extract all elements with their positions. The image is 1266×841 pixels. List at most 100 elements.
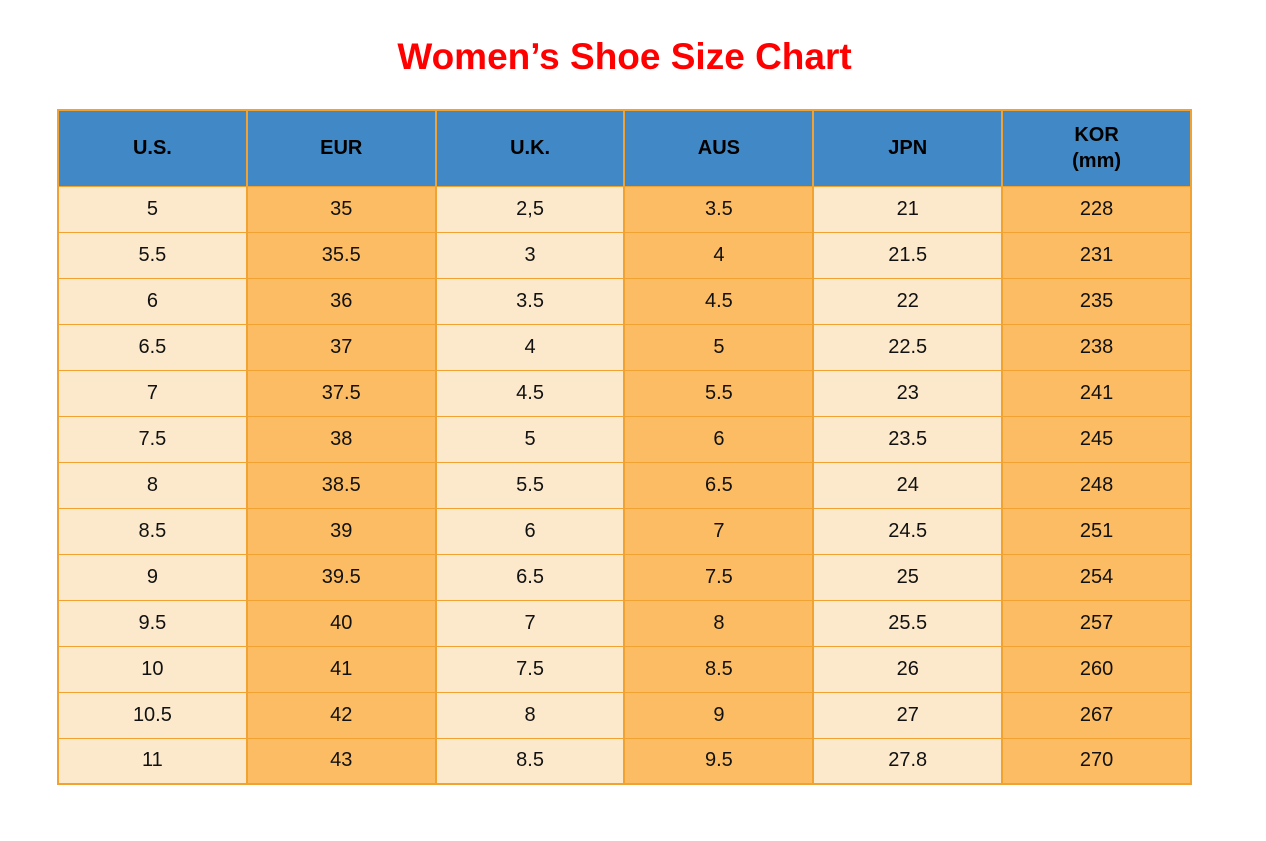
cell-us: 8.5 — [57, 507, 248, 555]
cell-us: 10.5 — [57, 691, 248, 739]
cell-uk: 5.5 — [434, 461, 626, 509]
cell-uk: 8.5 — [434, 737, 626, 785]
cell-us: 11 — [57, 737, 248, 785]
column-header-aus: AUS — [623, 109, 815, 187]
cell-eur: 42 — [245, 691, 437, 739]
cell-aus: 6 — [623, 415, 815, 463]
cell-kor: 260 — [1001, 645, 1192, 693]
cell-uk: 3.5 — [434, 277, 626, 325]
column-header-kor-unit: (mm) — [1072, 150, 1122, 173]
cell-kor: 251 — [1001, 507, 1192, 555]
cell-jpn: 23 — [812, 369, 1004, 417]
cell-aus: 4.5 — [623, 277, 815, 325]
cell-eur: 38.5 — [245, 461, 437, 509]
cell-eur: 37.5 — [245, 369, 437, 417]
cell-uk: 4 — [434, 323, 626, 371]
cell-jpn: 27.8 — [812, 737, 1004, 785]
cell-aus: 7.5 — [623, 553, 815, 601]
cell-jpn: 26 — [812, 645, 1004, 693]
cell-kor: 241 — [1001, 369, 1192, 417]
header-row: U.S. EUR U.K. AUS JPN KOR (mm) — [57, 109, 1192, 187]
cell-jpn: 22.5 — [812, 323, 1004, 371]
cell-jpn: 24.5 — [812, 507, 1004, 555]
cell-eur: 39 — [245, 507, 437, 555]
cell-us: 5 — [57, 185, 248, 233]
cell-jpn: 21.5 — [812, 231, 1004, 279]
cell-kor: 248 — [1001, 461, 1192, 509]
cell-aus: 9 — [623, 691, 815, 739]
shoe-size-table: U.S. EUR U.K. AUS JPN KOR (mm) 5 35 2,5 … — [57, 109, 1192, 785]
cell-us: 9 — [57, 553, 248, 601]
cell-uk: 7 — [434, 599, 626, 647]
table-row: 5 35 2,5 3.5 21 228 — [57, 185, 1192, 233]
cell-kor: 235 — [1001, 277, 1192, 325]
cell-jpn: 21 — [812, 185, 1004, 233]
column-header-uk: U.K. — [434, 109, 626, 187]
cell-uk: 6 — [434, 507, 626, 555]
cell-eur: 41 — [245, 645, 437, 693]
cell-aus: 9.5 — [623, 737, 815, 785]
table-row: 9.5 40 7 8 25.5 257 — [57, 599, 1192, 647]
cell-us: 7.5 — [57, 415, 248, 463]
page-container: Women’s Shoe Size Chart U.S. EUR U.K. AU… — [57, 0, 1192, 785]
cell-eur: 40 — [245, 599, 437, 647]
table-row: 8.5 39 6 7 24.5 251 — [57, 507, 1192, 555]
column-header-kor-label: KOR — [1074, 124, 1119, 147]
cell-us: 6.5 — [57, 323, 248, 371]
cell-jpn: 25.5 — [812, 599, 1004, 647]
column-header-kor: KOR (mm) — [1001, 109, 1192, 187]
cell-aus: 4 — [623, 231, 815, 279]
column-header-us: U.S. — [57, 109, 248, 187]
cell-jpn: 24 — [812, 461, 1004, 509]
cell-kor: 231 — [1001, 231, 1192, 279]
cell-uk: 3 — [434, 231, 626, 279]
cell-eur: 43 — [245, 737, 437, 785]
table-body: 5 35 2,5 3.5 21 228 5.5 35.5 3 4 21.5 23… — [57, 185, 1192, 785]
cell-jpn: 22 — [812, 277, 1004, 325]
column-header-eur: EUR — [245, 109, 437, 187]
table-row: 7 37.5 4.5 5.5 23 241 — [57, 369, 1192, 417]
cell-uk: 4.5 — [434, 369, 626, 417]
page-title: Women’s Shoe Size Chart — [397, 36, 852, 77]
cell-aus: 7 — [623, 507, 815, 555]
table-row: 9 39.5 6.5 7.5 25 254 — [57, 553, 1192, 601]
table-row: 6.5 37 4 5 22.5 238 — [57, 323, 1192, 371]
cell-eur: 38 — [245, 415, 437, 463]
table-row: 5.5 35.5 3 4 21.5 231 — [57, 231, 1192, 279]
cell-eur: 39.5 — [245, 553, 437, 601]
cell-aus: 5.5 — [623, 369, 815, 417]
table-row: 8 38.5 5.5 6.5 24 248 — [57, 461, 1192, 509]
cell-us: 10 — [57, 645, 248, 693]
cell-us: 9.5 — [57, 599, 248, 647]
cell-jpn: 27 — [812, 691, 1004, 739]
cell-aus: 5 — [623, 323, 815, 371]
cell-uk: 5 — [434, 415, 626, 463]
cell-eur: 37 — [245, 323, 437, 371]
table-header: U.S. EUR U.K. AUS JPN KOR (mm) — [57, 109, 1192, 187]
cell-aus: 8.5 — [623, 645, 815, 693]
cell-us: 5.5 — [57, 231, 248, 279]
cell-kor: 245 — [1001, 415, 1192, 463]
cell-jpn: 25 — [812, 553, 1004, 601]
cell-uk: 2,5 — [434, 185, 626, 233]
cell-eur: 35 — [245, 185, 437, 233]
table-row: 7.5 38 5 6 23.5 245 — [57, 415, 1192, 463]
cell-kor: 254 — [1001, 553, 1192, 601]
cell-kor: 238 — [1001, 323, 1192, 371]
cell-kor: 267 — [1001, 691, 1192, 739]
table-row: 6 36 3.5 4.5 22 235 — [57, 277, 1192, 325]
cell-uk: 8 — [434, 691, 626, 739]
table-row: 11 43 8.5 9.5 27.8 270 — [57, 737, 1192, 785]
cell-us: 7 — [57, 369, 248, 417]
cell-us: 6 — [57, 277, 248, 325]
cell-us: 8 — [57, 461, 248, 509]
table-row: 10 41 7.5 8.5 26 260 — [57, 645, 1192, 693]
cell-aus: 6.5 — [623, 461, 815, 509]
cell-eur: 35.5 — [245, 231, 437, 279]
column-header-jpn: JPN — [812, 109, 1004, 187]
table-row: 10.5 42 8 9 27 267 — [57, 691, 1192, 739]
cell-eur: 36 — [245, 277, 437, 325]
cell-kor: 257 — [1001, 599, 1192, 647]
cell-uk: 7.5 — [434, 645, 626, 693]
cell-kor: 270 — [1001, 737, 1192, 785]
